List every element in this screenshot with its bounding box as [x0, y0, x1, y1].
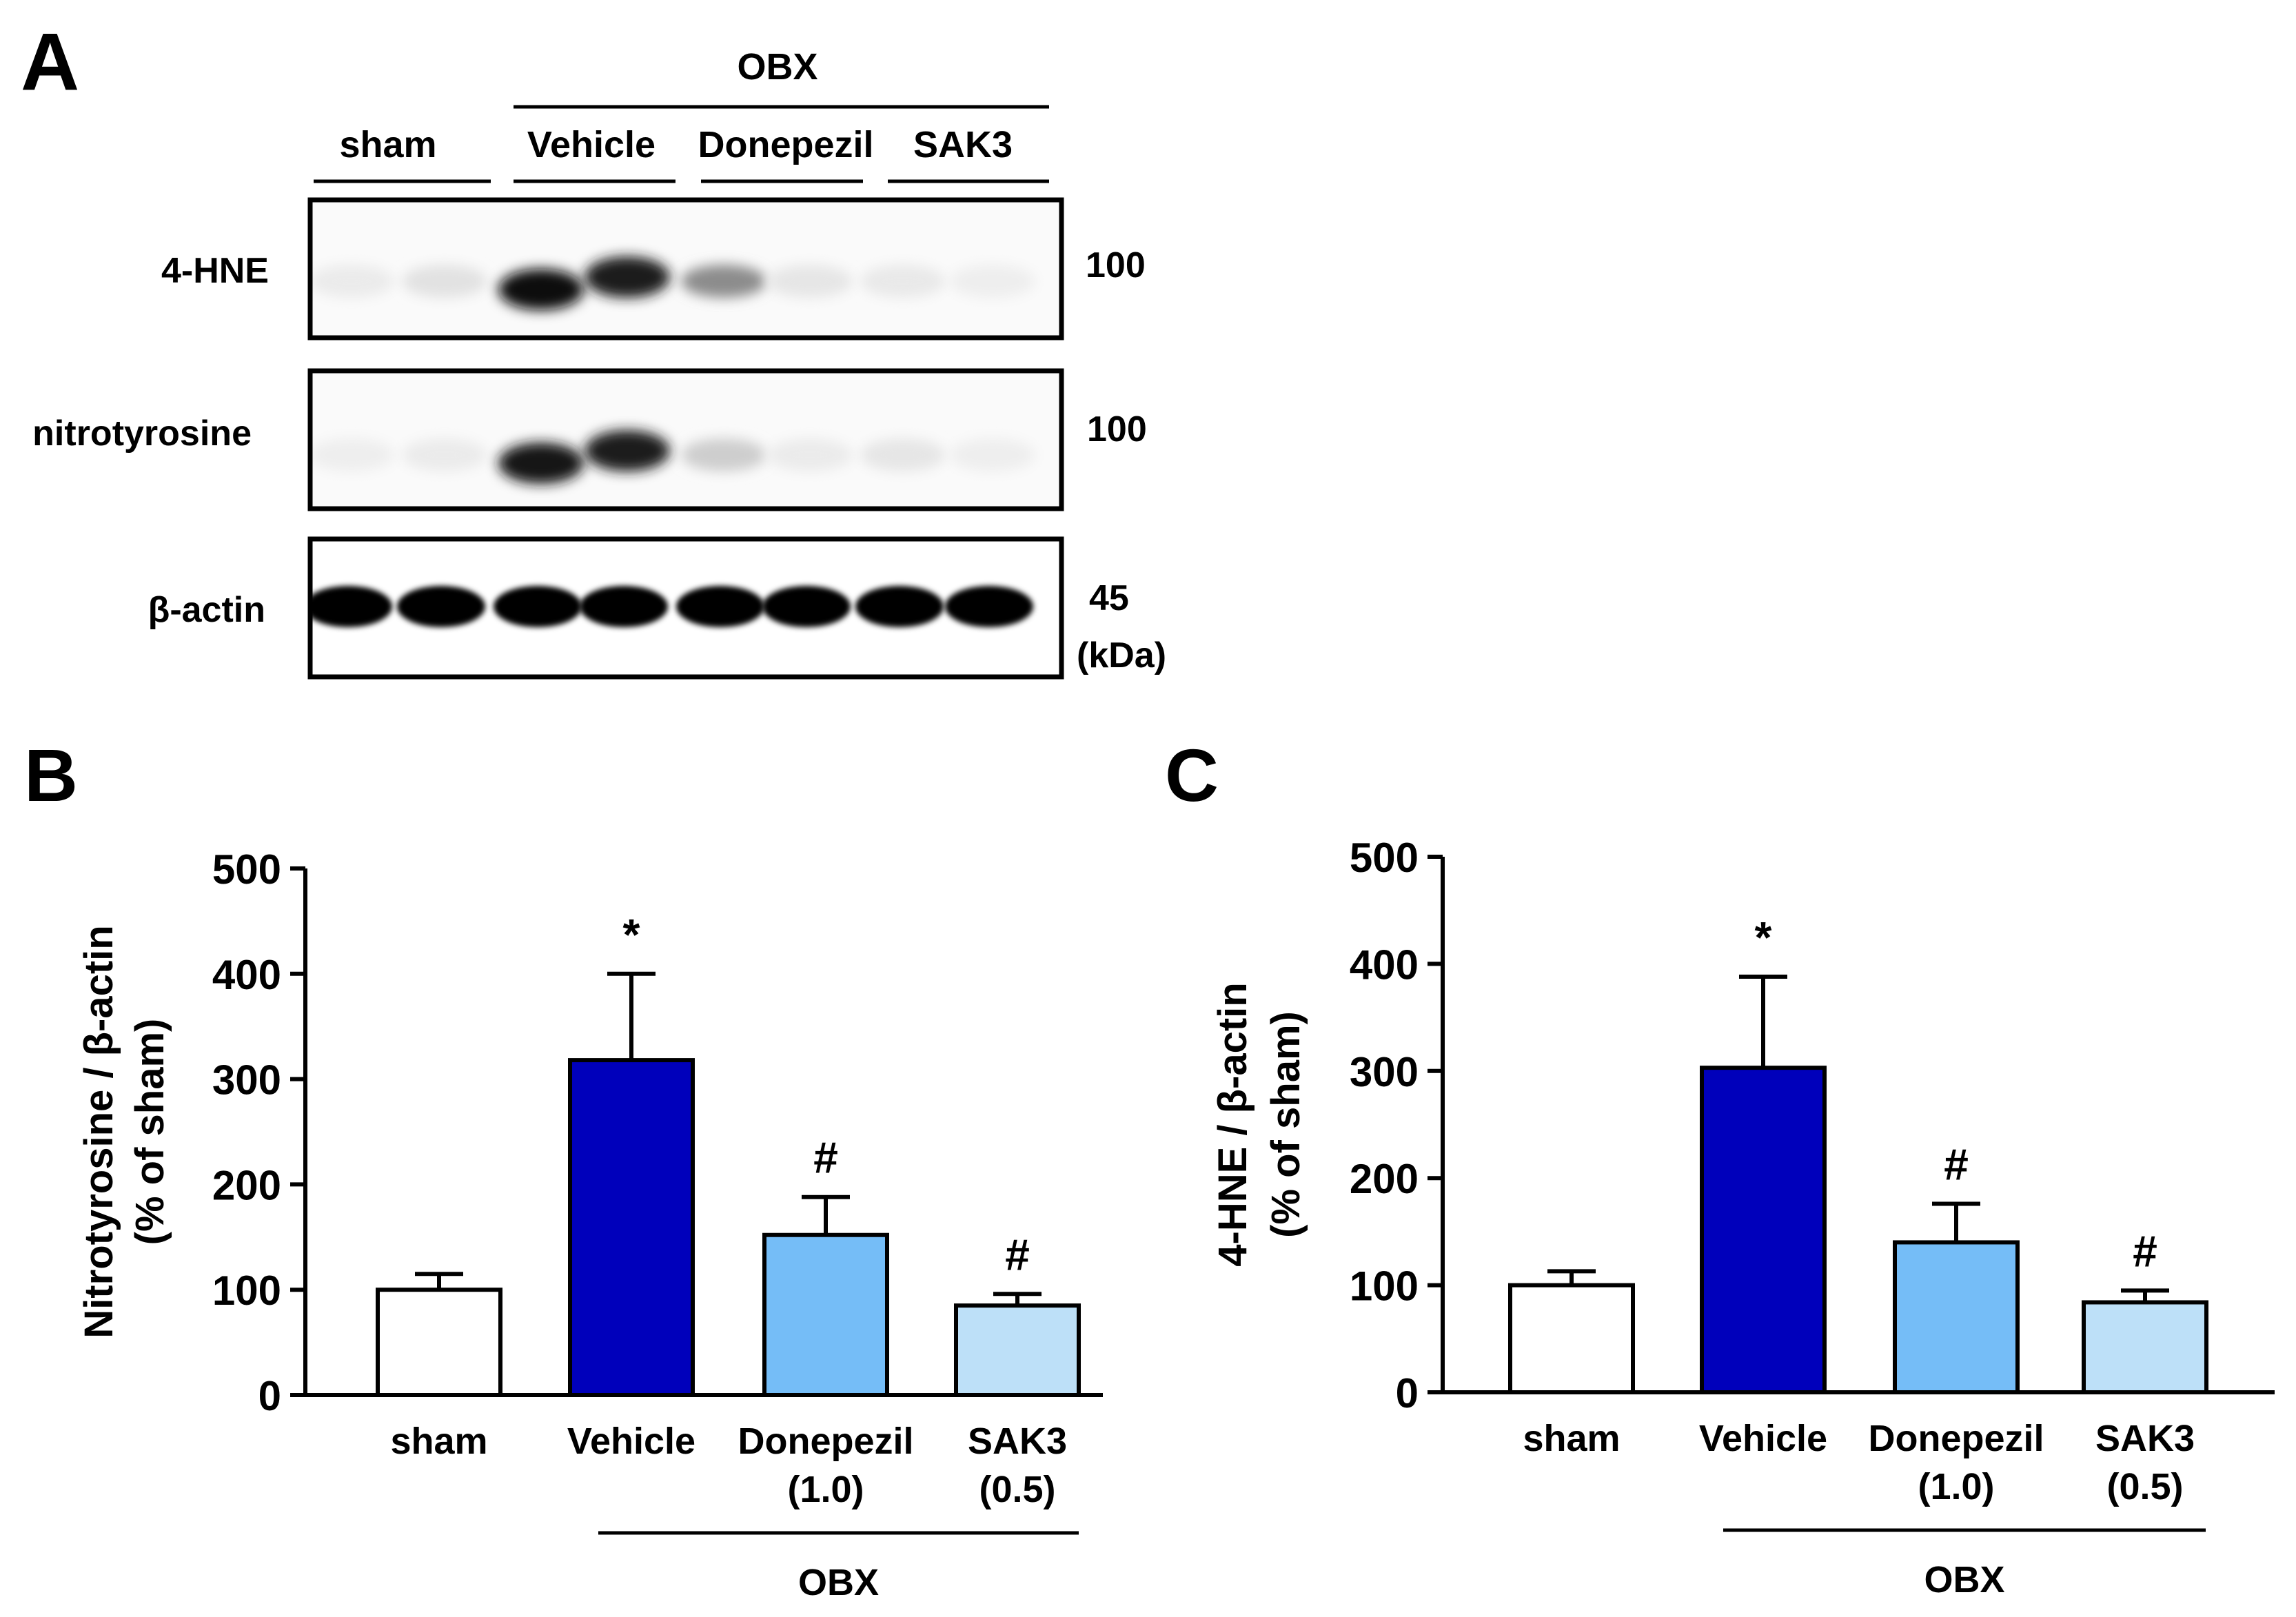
blot-band-nitrotyrosine-lane-7: [860, 438, 946, 471]
blot-band-4hne-lane-5: [681, 265, 766, 298]
blot-mw-unit: (kDa): [1077, 635, 1166, 675]
blot-group-vehicle: Vehicle: [527, 124, 656, 165]
blot-band-beta-actin-lane-6: [762, 586, 851, 627]
panel-b-xlabel-dose-donepezil: (1.0): [787, 1469, 864, 1510]
blot-group-sham: sham: [339, 124, 436, 165]
blot-box-4hne: [307, 197, 1064, 340]
panel-c-ytick-label-500: 500: [1350, 835, 1419, 881]
panel-c-ytick-label-0: 0: [1396, 1370, 1419, 1416]
blot-box-nitrotyrosine: [307, 368, 1064, 511]
panel-c-xlabel-donepezil: Donepezil: [1868, 1418, 2044, 1459]
blot-band-nitrotyrosine-lane-4: [585, 430, 670, 471]
panel-b-xlabel-sak3: SAK3: [968, 1421, 1067, 1462]
panel-b-xlabel-sham: sham: [390, 1421, 487, 1462]
blot-bands-4hne: [310, 256, 1035, 310]
panel-c-bar-donepezil: [1893, 1240, 2020, 1394]
panel-b-bar-sak3: [954, 1303, 1081, 1397]
blot-band-4hne-lane-3: [498, 269, 584, 310]
panel-a-western-blot: A OBX sham Vehicle Donepezil SAK3 4-HNE …: [21, 17, 1166, 680]
panel-b-ytick-label-200: 200: [212, 1162, 281, 1208]
panel-c-ylabel-line2: (% of sham): [1263, 1011, 1308, 1238]
blot-band-nitrotyrosine-lane-3: [498, 443, 584, 484]
panel-c-ytick-label-200: 200: [1350, 1156, 1419, 1202]
blot-box-beta-actin: [307, 536, 1064, 680]
blot-band-nitrotyrosine-lane-5: [681, 438, 766, 471]
panel-b-annotation-vehicle: *: [623, 910, 640, 959]
panel-b-ytick-label-100: 100: [212, 1268, 281, 1314]
panel-b-xlabel-dose-sak3: (0.5): [979, 1469, 1055, 1510]
blot-mw-nitrotyrosine: 100: [1087, 409, 1147, 449]
panel-c-chart: C 0 100 200 300 400 500 4-HNE / β-actin (% of s…: [1165, 733, 2275, 1600]
panel-c-xlabel-sak3: SAK3: [2095, 1418, 2195, 1459]
panel-c-annotation-vehicle: *: [1755, 913, 1772, 962]
panel-c-ytick-label-300: 300: [1350, 1049, 1419, 1095]
blot-band-4hne-lane-7: [860, 265, 946, 298]
blot-band-beta-actin-lane-5: [676, 586, 764, 627]
blot-group-sak3: SAK3: [913, 124, 1013, 165]
panel-c-bar-sak3: [2082, 1300, 2208, 1394]
blot-band-beta-actin-lane-1: [310, 586, 392, 627]
blot-band-4hne-lane-8: [950, 265, 1035, 298]
blot-band-4hne-lane-1: [310, 265, 394, 298]
panel-b-annotation-donepezil: #: [813, 1133, 838, 1183]
blot-band-4hne-lane-6: [767, 265, 853, 298]
blot-band-nitrotyrosine-lane-8: [950, 438, 1035, 471]
blot-obx-label: OBX: [737, 46, 817, 88]
panel-b-ytick-label-500: 500: [212, 846, 281, 893]
panel-c-xlabel-dose-donepezil: (1.0): [1918, 1466, 1994, 1507]
panel-b-ytick-label-0: 0: [258, 1373, 281, 1419]
panel-c-ytick-label-400: 400: [1350, 942, 1419, 988]
blot-mw-4hne: 100: [1086, 245, 1146, 285]
panel-a-letter: A: [21, 17, 79, 108]
panel-b-ylabel-line1: Nitrotyrosine / β-actin: [77, 925, 121, 1338]
blot-row-label-4hne: 4-HNE: [161, 251, 269, 291]
blot-band-nitrotyrosine-lane-1: [310, 438, 394, 471]
panel-c-xlabel-dose-sak3: (0.5): [2106, 1466, 2183, 1507]
panel-b-xlabel-vehicle: Vehicle: [567, 1421, 695, 1462]
panel-b-bar-sham: [376, 1288, 502, 1397]
panel-b-obx-label: OBX: [798, 1562, 879, 1603]
panel-b-annotation-sak3: #: [1005, 1230, 1030, 1279]
panel-c-annotation-donepezil: #: [1944, 1139, 1969, 1189]
blot-band-nitrotyrosine-lane-2: [402, 438, 487, 471]
blot-bands-nitrotyrosine: [310, 430, 1035, 484]
panel-c-xlabel-sham: sham: [1523, 1418, 1620, 1459]
panel-b-letter: B: [24, 733, 78, 817]
panel-b-bar-vehicle: [568, 1058, 695, 1397]
blot-band-beta-actin-lane-3: [494, 586, 582, 627]
panel-c-obx-label: OBX: [1924, 1559, 2004, 1600]
blot-band-4hne-lane-2: [402, 265, 487, 298]
panel-b-chart: B 0 100 200 300 400 500 Nitrotyrosine / β-acti…: [24, 733, 1103, 1603]
blot-band-4hne-lane-4: [585, 256, 670, 298]
blot-band-beta-actin-lane-8: [945, 586, 1033, 627]
panel-b-ylabel-line2: (% of sham): [128, 1019, 172, 1245]
panel-c-annotation-sak3: #: [2133, 1226, 2157, 1276]
panel-b-bar-donepezil: [762, 1232, 889, 1398]
panel-c-ylabel-line1: 4-HNE / β-actin: [1210, 982, 1255, 1266]
blot-band-beta-actin-lane-2: [397, 586, 485, 627]
panel-c-bar-sham: [1508, 1283, 1635, 1394]
blot-band-beta-actin-lane-4: [580, 586, 668, 627]
panel-c-letter: C: [1165, 733, 1219, 817]
panel-b-ytick-label-300: 300: [212, 1057, 281, 1104]
blot-band-nitrotyrosine-lane-6: [767, 438, 853, 471]
blot-row-label-beta-actin: β-actin: [148, 590, 265, 630]
blot-bands-beta-actin: [310, 586, 1033, 627]
blot-mw-beta-actin: 45: [1089, 578, 1129, 618]
blot-band-beta-actin-lane-7: [855, 586, 944, 627]
blot-group-donepezil: Donepezil: [698, 124, 873, 165]
panel-c-ytick-label-100: 100: [1350, 1263, 1419, 1310]
blot-row-label-nitrotyrosine: nitrotyrosine: [32, 414, 252, 454]
panel-c-bar-vehicle: [1700, 1066, 1827, 1394]
panel-c-xlabel-vehicle: Vehicle: [1699, 1418, 1827, 1459]
panel-b-ytick-label-400: 400: [212, 952, 281, 998]
panel-b-xlabel-donepezil: Donepezil: [738, 1421, 913, 1462]
